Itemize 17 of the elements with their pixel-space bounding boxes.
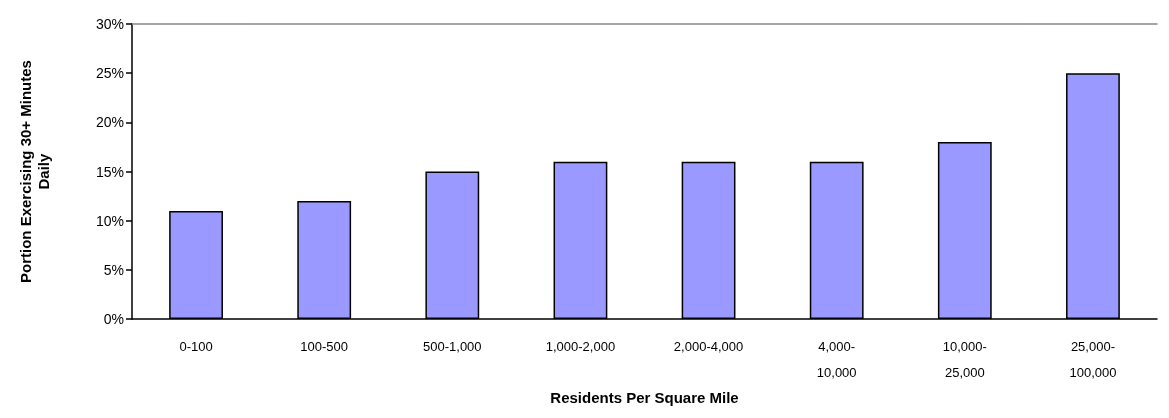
y-tick-label: 30%	[95, 16, 124, 32]
x-tick-label: 10,000-25,000	[942, 338, 987, 380]
y-tick-label: 10%	[95, 212, 124, 229]
x-tick-label: 4,000-10,000	[816, 338, 857, 380]
x-tick-label: 0-100	[179, 338, 213, 354]
x-tick-label: 1,000-2,000	[545, 338, 616, 354]
x-tick-label: 25,000-100,000	[1069, 338, 1117, 380]
y-tick-label: 5%	[103, 261, 124, 278]
x-tick-label: 100-500	[300, 338, 349, 354]
y-tick-label: 20%	[95, 114, 124, 131]
x-tick-label: 2,000-4,000	[673, 338, 744, 354]
y-axis-title: Portion Exercising 30+ Minutes Daily	[16, 60, 52, 284]
y-tick-label: 0%	[103, 311, 124, 328]
y-tick-label: 25%	[95, 65, 124, 82]
x-tick-label: 500-1,000	[423, 338, 482, 354]
y-tick-label: 15%	[95, 163, 124, 180]
x-axis-title: Residents Per Square Mile	[550, 389, 739, 406]
